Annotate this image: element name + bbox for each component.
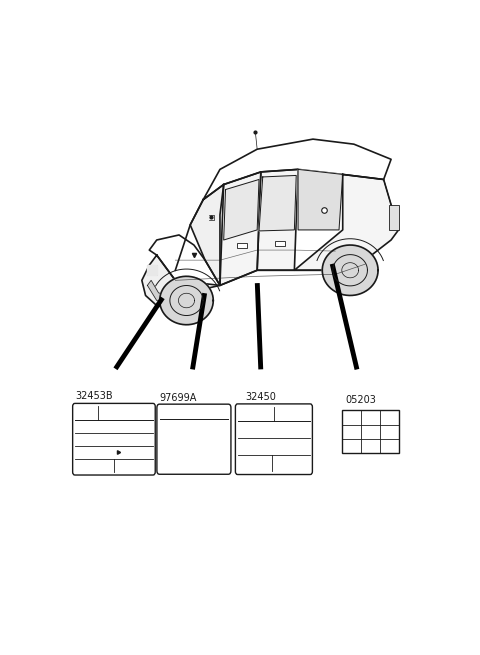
Bar xyxy=(342,410,399,453)
FancyBboxPatch shape xyxy=(157,404,231,474)
Polygon shape xyxy=(147,265,156,275)
Polygon shape xyxy=(142,255,198,310)
Polygon shape xyxy=(190,185,224,286)
Polygon shape xyxy=(298,170,343,230)
Polygon shape xyxy=(220,172,261,286)
Text: 32450: 32450 xyxy=(245,392,276,402)
Polygon shape xyxy=(259,176,296,231)
Polygon shape xyxy=(294,174,398,271)
Bar xyxy=(275,241,286,246)
Text: 05203: 05203 xyxy=(346,395,376,405)
Polygon shape xyxy=(322,245,378,295)
Text: 32453B: 32453B xyxy=(75,392,112,402)
Polygon shape xyxy=(257,170,298,271)
Text: 97699A: 97699A xyxy=(159,392,197,403)
Polygon shape xyxy=(147,280,190,305)
Bar xyxy=(237,242,247,248)
Polygon shape xyxy=(160,276,213,325)
Polygon shape xyxy=(224,179,259,240)
FancyBboxPatch shape xyxy=(235,404,312,474)
FancyBboxPatch shape xyxy=(72,403,155,475)
Bar xyxy=(389,204,398,230)
